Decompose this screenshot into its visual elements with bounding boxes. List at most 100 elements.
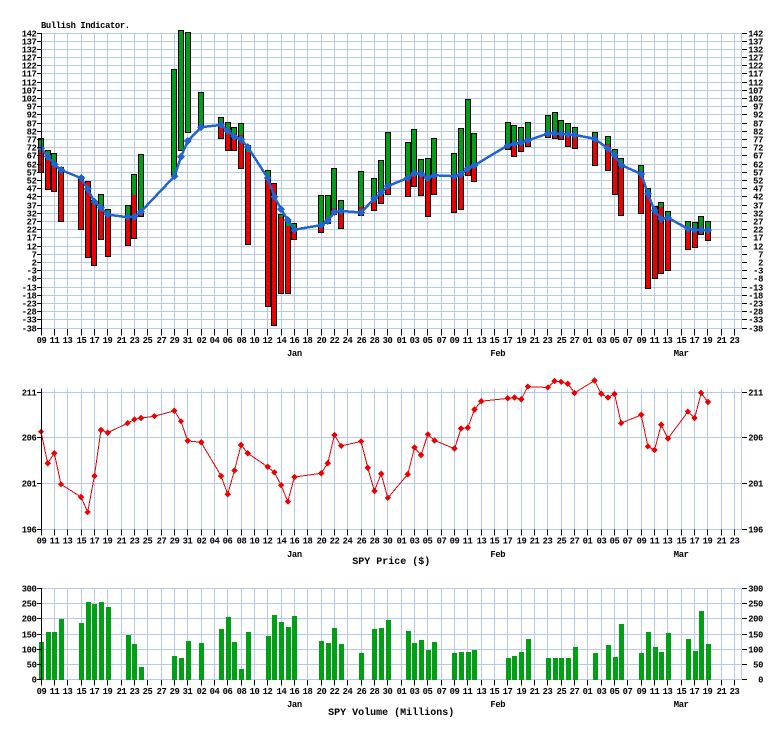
svg-text:04: 04 bbox=[210, 687, 221, 697]
svg-text:Mar: Mar bbox=[674, 349, 689, 359]
svg-text:112: 112 bbox=[748, 79, 763, 89]
svg-text:07: 07 bbox=[437, 687, 447, 697]
svg-text:142: 142 bbox=[748, 30, 763, 40]
svg-text:127: 127 bbox=[748, 54, 763, 64]
svg-text:Feb: Feb bbox=[490, 550, 505, 560]
svg-text:97: 97 bbox=[753, 103, 763, 113]
svg-text:Mar: Mar bbox=[674, 700, 689, 710]
svg-text:16: 16 bbox=[290, 536, 300, 546]
svg-text:19: 19 bbox=[517, 687, 527, 697]
svg-text:32: 32 bbox=[753, 210, 763, 220]
svg-text:08: 08 bbox=[237, 336, 247, 346]
svg-text:32: 32 bbox=[27, 210, 37, 220]
svg-text:11: 11 bbox=[463, 336, 473, 346]
svg-text:28: 28 bbox=[370, 336, 380, 346]
svg-text:22: 22 bbox=[330, 687, 340, 697]
svg-text:23: 23 bbox=[730, 336, 740, 346]
svg-text:12: 12 bbox=[263, 536, 273, 546]
svg-text:25: 25 bbox=[143, 687, 153, 697]
svg-text:Mar: Mar bbox=[674, 550, 689, 560]
svg-text:-33: -33 bbox=[22, 316, 37, 326]
svg-text:150: 150 bbox=[22, 631, 37, 641]
svg-text:09: 09 bbox=[450, 536, 460, 546]
svg-text:15: 15 bbox=[490, 336, 500, 346]
svg-text:117: 117 bbox=[748, 70, 763, 80]
svg-text:201: 201 bbox=[22, 480, 37, 490]
svg-text:211: 211 bbox=[748, 389, 763, 399]
svg-text:29: 29 bbox=[170, 336, 180, 346]
svg-text:62: 62 bbox=[27, 161, 37, 171]
svg-text:15: 15 bbox=[677, 336, 687, 346]
svg-text:07: 07 bbox=[437, 336, 447, 346]
svg-text:29: 29 bbox=[170, 687, 180, 697]
svg-text:03: 03 bbox=[597, 536, 607, 546]
svg-text:-28: -28 bbox=[748, 308, 763, 318]
svg-text:15: 15 bbox=[77, 536, 87, 546]
svg-text:17: 17 bbox=[503, 687, 513, 697]
svg-text:107: 107 bbox=[22, 87, 37, 97]
svg-text:Jan: Jan bbox=[287, 349, 302, 359]
svg-text:196: 196 bbox=[748, 526, 763, 536]
svg-text:57: 57 bbox=[27, 169, 37, 179]
svg-text:04: 04 bbox=[210, 336, 221, 346]
svg-text:15: 15 bbox=[490, 687, 500, 697]
svg-text:13: 13 bbox=[477, 687, 487, 697]
svg-text:21: 21 bbox=[530, 536, 540, 546]
svg-text:87: 87 bbox=[753, 120, 763, 130]
svg-text:87: 87 bbox=[27, 120, 37, 130]
svg-text:01: 01 bbox=[583, 536, 593, 546]
svg-text:-23: -23 bbox=[22, 300, 37, 310]
svg-text:22: 22 bbox=[753, 226, 763, 236]
svg-text:03: 03 bbox=[410, 536, 420, 546]
svg-text:03: 03 bbox=[410, 336, 420, 346]
svg-text:19: 19 bbox=[517, 536, 527, 546]
svg-text:50: 50 bbox=[27, 661, 37, 671]
svg-text:211: 211 bbox=[22, 389, 37, 399]
svg-text:Bullish Indicator.: Bullish Indicator. bbox=[41, 21, 130, 31]
svg-text:92: 92 bbox=[27, 111, 37, 121]
svg-text:28: 28 bbox=[370, 536, 380, 546]
svg-text:26: 26 bbox=[357, 687, 367, 697]
svg-text:300: 300 bbox=[748, 585, 763, 595]
svg-text:11: 11 bbox=[650, 536, 660, 546]
svg-text:132: 132 bbox=[22, 46, 37, 56]
svg-text:11: 11 bbox=[650, 336, 660, 346]
svg-text:27: 27 bbox=[570, 336, 580, 346]
svg-text:30: 30 bbox=[383, 687, 393, 697]
svg-text:03: 03 bbox=[410, 687, 420, 697]
svg-text:19: 19 bbox=[703, 687, 713, 697]
svg-text:21: 21 bbox=[117, 687, 127, 697]
svg-text:-8: -8 bbox=[27, 275, 37, 285]
svg-text:14: 14 bbox=[277, 336, 288, 346]
svg-text:06: 06 bbox=[223, 336, 233, 346]
svg-text:17: 17 bbox=[90, 687, 100, 697]
svg-text:47: 47 bbox=[27, 185, 37, 195]
svg-text:14: 14 bbox=[277, 687, 288, 697]
svg-text:21: 21 bbox=[717, 687, 727, 697]
svg-text:08: 08 bbox=[237, 687, 247, 697]
svg-text:102: 102 bbox=[22, 95, 37, 105]
svg-text:15: 15 bbox=[77, 687, 87, 697]
svg-text:06: 06 bbox=[223, 687, 233, 697]
svg-text:30: 30 bbox=[383, 536, 393, 546]
svg-text:0: 0 bbox=[758, 676, 763, 686]
svg-text:52: 52 bbox=[753, 177, 763, 187]
svg-text:10: 10 bbox=[250, 687, 260, 697]
svg-text:18: 18 bbox=[303, 336, 313, 346]
svg-text:07: 07 bbox=[437, 536, 447, 546]
svg-text:16: 16 bbox=[290, 336, 300, 346]
svg-text:17: 17 bbox=[503, 336, 513, 346]
svg-text:20: 20 bbox=[317, 336, 327, 346]
svg-text:Jan: Jan bbox=[287, 550, 302, 560]
svg-text:08: 08 bbox=[237, 536, 247, 546]
svg-text:07: 07 bbox=[623, 536, 633, 546]
svg-text:09: 09 bbox=[37, 536, 47, 546]
svg-text:23: 23 bbox=[130, 687, 140, 697]
svg-text:-33: -33 bbox=[748, 316, 763, 326]
svg-text:17: 17 bbox=[690, 687, 700, 697]
svg-text:132: 132 bbox=[748, 46, 763, 56]
svg-text:47: 47 bbox=[753, 185, 763, 195]
svg-text:200: 200 bbox=[748, 615, 763, 625]
svg-text:112: 112 bbox=[22, 79, 37, 89]
svg-text:13: 13 bbox=[663, 536, 673, 546]
